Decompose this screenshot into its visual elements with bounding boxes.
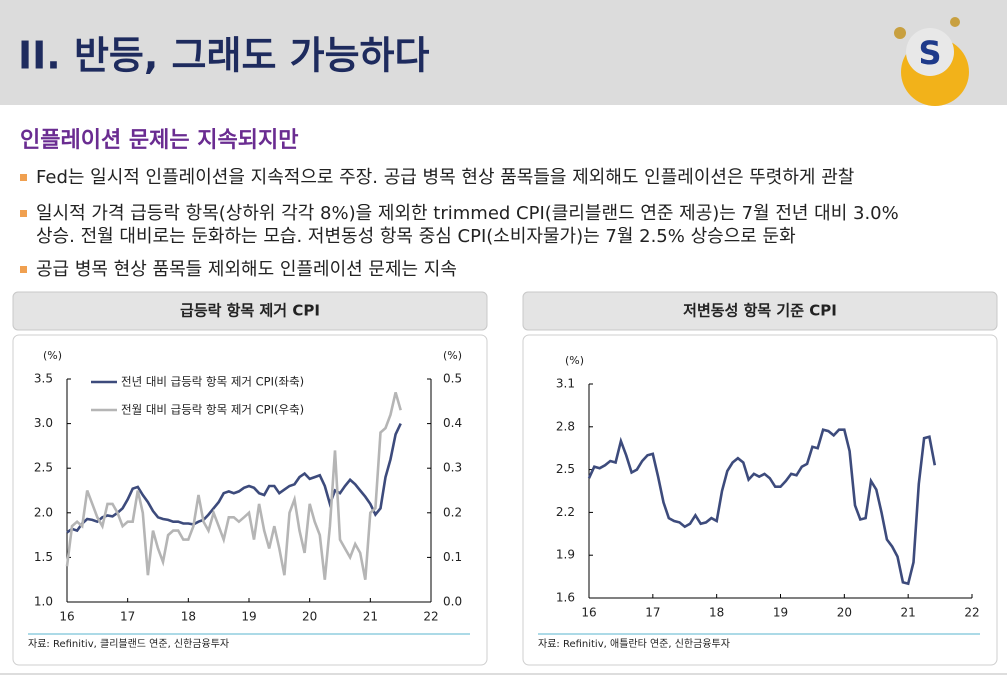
header-title: II. 반등, 그래도 가능하다	[18, 34, 430, 78]
chart-panel	[522, 334, 998, 666]
subtitle: 인플레이션 문제는 지속되지만	[20, 128, 298, 153]
data-line	[587, 428, 937, 586]
y2-tick-label: 0.3	[443, 461, 462, 475]
x-tick-label: 17	[120, 610, 135, 624]
y2-tick-label: 0.4	[443, 416, 462, 430]
y-tick-label: 1.6	[556, 591, 575, 605]
y-tick-label: 1.0	[34, 595, 53, 609]
y-tick-label: 1.5	[34, 550, 53, 564]
y2-unit: (%)	[443, 349, 462, 362]
bullet-marker	[20, 266, 27, 273]
logo: S	[894, 17, 969, 106]
bullet-line: 일시적 가격 급등락 항목(상하위 각각 8%)을 제외한 trimmed CP…	[36, 203, 904, 224]
x-tick-label: 19	[773, 606, 788, 620]
x-tick-label: 22	[964, 606, 979, 620]
bullet-line: 상승. 전월 대비로는 둔화하는 모습. 저변동성 항목 중심 CPI(소비자물…	[36, 226, 796, 247]
y-tick-label: 2.8	[556, 419, 575, 433]
y-tick-label: 2.2	[556, 505, 575, 519]
bullet-text: 일시적 가격 급등락 항목(상하위 각각 8%)을 제외한 trimmed CP…	[36, 203, 904, 247]
y-unit: (%)	[43, 349, 62, 362]
chart-title: 급등락 항목 제거 CPI	[180, 302, 320, 320]
x-tick-label: 16	[59, 610, 74, 624]
svg-text:S: S	[918, 34, 941, 72]
x-tick-label: 19	[241, 610, 256, 624]
y-unit: (%)	[565, 354, 584, 367]
x-tick-label: 16	[581, 606, 596, 620]
x-tick-label: 20	[837, 606, 852, 620]
y2-tick-label: 0.1	[443, 550, 462, 564]
source: 자료: Refinitiv, 클리블랜드 연준, 신한금융투자	[28, 638, 229, 650]
y2-tick-label: 0.2	[443, 505, 462, 519]
panel-header	[522, 291, 998, 331]
legend-label: 전월 대비 급등락 항목 제거 CPI(우축)	[121, 403, 304, 417]
y-tick-label: 3.1	[556, 377, 575, 391]
y-tick-label: 3.0	[34, 416, 53, 430]
bullet-text: 공급 병목 현상 품목들 제외해도 인플레이션 문제는 지속	[36, 259, 457, 280]
header-band	[0, 0, 1007, 105]
y-tick-label: 2.0	[34, 505, 53, 519]
y-tick-label: 3.5	[34, 372, 53, 386]
y-tick-label: 2.5	[34, 461, 53, 475]
bullet-text: Fed는 일시적 인플레이션을 지속적으로 주장. 공급 병목 현상 품목들을 …	[36, 167, 854, 188]
x-tick-label: 21	[363, 610, 378, 624]
chart-title: 저변동성 항목 기준 CPI	[683, 302, 837, 320]
y2-tick-label: 0.5	[443, 372, 462, 386]
x-tick-label: 18	[709, 606, 724, 620]
y2-tick-label: 0.0	[443, 595, 462, 609]
y-tick-label: 1.9	[556, 548, 575, 562]
legend-label: 전년 대비 급등락 항목 제거 CPI(좌축)	[121, 375, 304, 389]
x-tick-label: 18	[181, 610, 196, 624]
bullet-marker	[20, 174, 27, 181]
x-tick-label: 22	[423, 610, 438, 624]
data-line	[66, 423, 402, 534]
chart-panel	[12, 334, 488, 666]
data-line	[65, 392, 402, 580]
x-tick-label: 21	[901, 606, 916, 620]
x-tick-label: 20	[302, 610, 317, 624]
y-tick-label: 2.5	[556, 462, 575, 476]
panel-header	[12, 291, 488, 331]
bullet-marker	[20, 210, 27, 217]
x-tick-label: 17	[645, 606, 660, 620]
source: 자료: Refinitiv, 애틀란타 연준, 신한금융투자	[538, 638, 730, 650]
